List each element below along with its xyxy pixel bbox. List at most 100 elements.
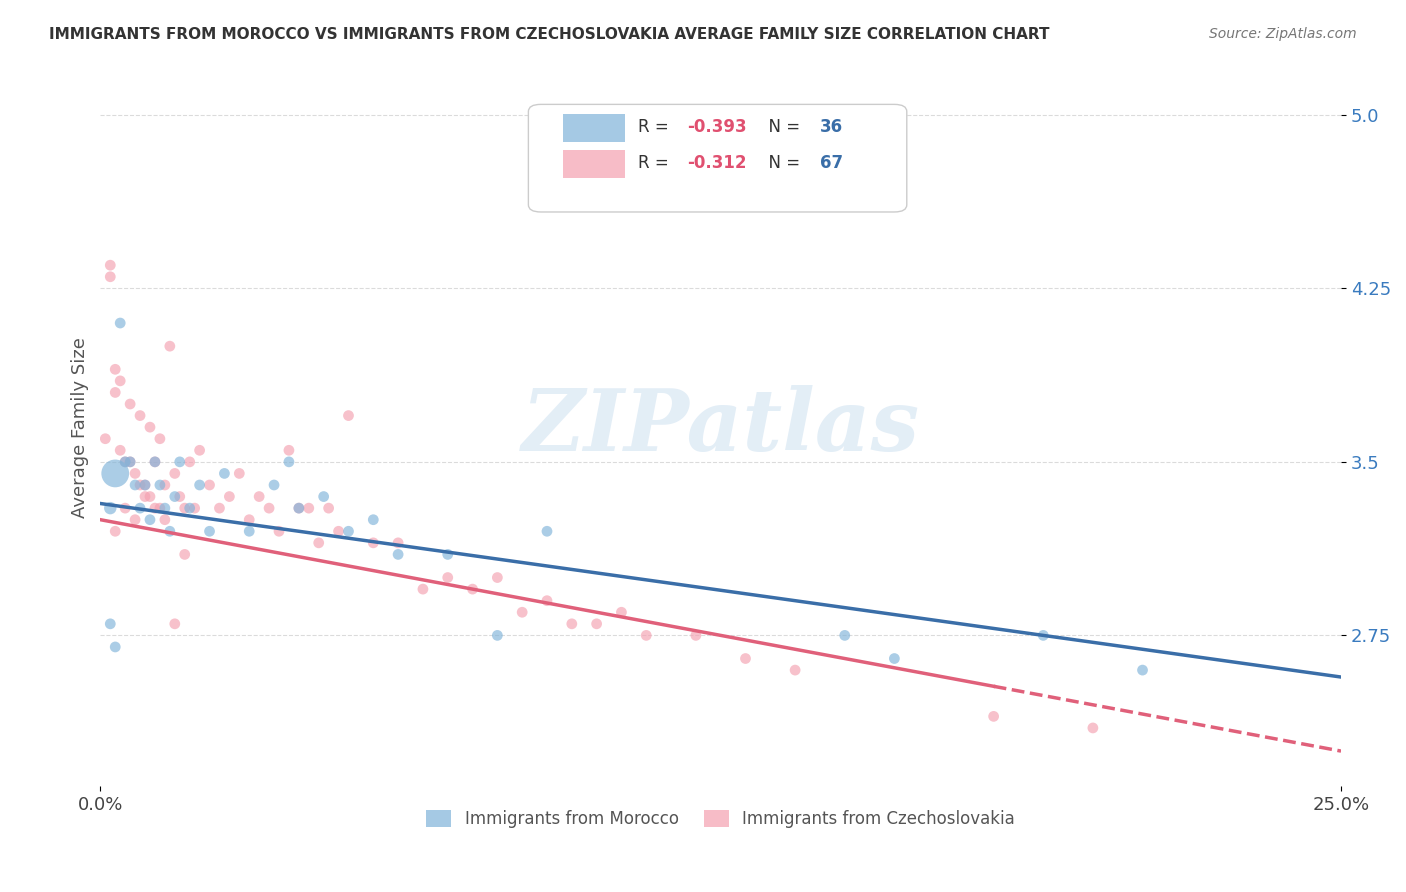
Point bbox=[585, 616, 607, 631]
Point bbox=[387, 548, 409, 562]
Point bbox=[208, 501, 231, 516]
Point bbox=[169, 490, 191, 504]
Point bbox=[153, 513, 176, 527]
Point bbox=[98, 258, 121, 272]
Point bbox=[159, 524, 181, 539]
Text: N =: N = bbox=[758, 154, 806, 172]
Point bbox=[1132, 663, 1154, 677]
Point bbox=[120, 455, 142, 469]
Point bbox=[173, 501, 195, 516]
Point bbox=[198, 478, 221, 492]
Point bbox=[139, 513, 162, 527]
Text: IMMIGRANTS FROM MOROCCO VS IMMIGRANTS FROM CZECHOSLOVAKIA AVERAGE FAMILY SIZE CO: IMMIGRANTS FROM MOROCCO VS IMMIGRANTS FR… bbox=[49, 27, 1050, 42]
Point bbox=[179, 455, 201, 469]
Point bbox=[159, 339, 181, 353]
Point bbox=[179, 501, 201, 516]
Point bbox=[510, 605, 533, 619]
Text: -0.393: -0.393 bbox=[688, 119, 747, 136]
Point bbox=[486, 570, 509, 584]
Point bbox=[318, 501, 340, 516]
Point bbox=[163, 490, 186, 504]
Point bbox=[561, 616, 583, 631]
Point bbox=[198, 524, 221, 539]
Point bbox=[461, 582, 484, 596]
Point bbox=[257, 501, 280, 516]
Point bbox=[129, 501, 152, 516]
Point bbox=[139, 420, 162, 434]
Point bbox=[188, 478, 211, 492]
Point bbox=[129, 478, 152, 492]
Point bbox=[685, 628, 707, 642]
Point bbox=[536, 524, 558, 539]
Point bbox=[486, 628, 509, 642]
Text: 67: 67 bbox=[820, 154, 844, 172]
Point bbox=[143, 455, 166, 469]
Point bbox=[298, 501, 321, 516]
Point bbox=[267, 524, 290, 539]
Point bbox=[149, 432, 172, 446]
Point bbox=[278, 455, 301, 469]
Point bbox=[1081, 721, 1104, 735]
Point bbox=[337, 409, 360, 423]
Point bbox=[183, 501, 205, 516]
Point bbox=[785, 663, 807, 677]
Point bbox=[238, 524, 260, 539]
Point bbox=[214, 467, 236, 481]
Point bbox=[610, 605, 633, 619]
Point bbox=[143, 455, 166, 469]
Point bbox=[263, 478, 285, 492]
Point bbox=[153, 478, 176, 492]
Point bbox=[153, 501, 176, 516]
Point bbox=[134, 478, 156, 492]
Point bbox=[288, 501, 311, 516]
Point bbox=[983, 709, 1005, 723]
Point bbox=[883, 651, 905, 665]
Point bbox=[120, 455, 142, 469]
Text: 36: 36 bbox=[820, 119, 844, 136]
Point bbox=[98, 501, 121, 516]
Point bbox=[238, 513, 260, 527]
Point bbox=[412, 582, 434, 596]
Point bbox=[337, 524, 360, 539]
Point bbox=[124, 478, 146, 492]
Point bbox=[387, 536, 409, 550]
Point bbox=[134, 490, 156, 504]
FancyBboxPatch shape bbox=[529, 104, 907, 212]
Point bbox=[308, 536, 330, 550]
Point bbox=[104, 467, 127, 481]
Point bbox=[173, 548, 195, 562]
Point bbox=[104, 385, 127, 400]
Point bbox=[94, 432, 117, 446]
Point bbox=[328, 524, 350, 539]
Point bbox=[143, 501, 166, 516]
Point bbox=[149, 478, 172, 492]
Point bbox=[129, 409, 152, 423]
Text: ZIPatlas: ZIPatlas bbox=[522, 385, 920, 469]
Text: Source: ZipAtlas.com: Source: ZipAtlas.com bbox=[1209, 27, 1357, 41]
Point bbox=[114, 501, 136, 516]
Point bbox=[134, 478, 156, 492]
Bar bbox=[564, 150, 626, 178]
Point bbox=[218, 490, 240, 504]
Bar bbox=[564, 114, 626, 142]
Point bbox=[108, 316, 131, 330]
Point bbox=[108, 374, 131, 388]
Point bbox=[734, 651, 756, 665]
Point bbox=[163, 467, 186, 481]
Point bbox=[247, 490, 270, 504]
Point bbox=[163, 616, 186, 631]
Point bbox=[149, 501, 172, 516]
Point bbox=[436, 570, 458, 584]
Point bbox=[108, 443, 131, 458]
Point bbox=[104, 524, 127, 539]
Legend: Immigrants from Morocco, Immigrants from Czechoslovakia: Immigrants from Morocco, Immigrants from… bbox=[420, 804, 1022, 835]
Point bbox=[98, 616, 121, 631]
Point bbox=[228, 467, 250, 481]
Text: -0.312: -0.312 bbox=[688, 154, 747, 172]
Point bbox=[120, 397, 142, 411]
Point bbox=[363, 513, 385, 527]
Point bbox=[169, 455, 191, 469]
Point bbox=[104, 640, 127, 654]
Point bbox=[288, 501, 311, 516]
Point bbox=[124, 467, 146, 481]
